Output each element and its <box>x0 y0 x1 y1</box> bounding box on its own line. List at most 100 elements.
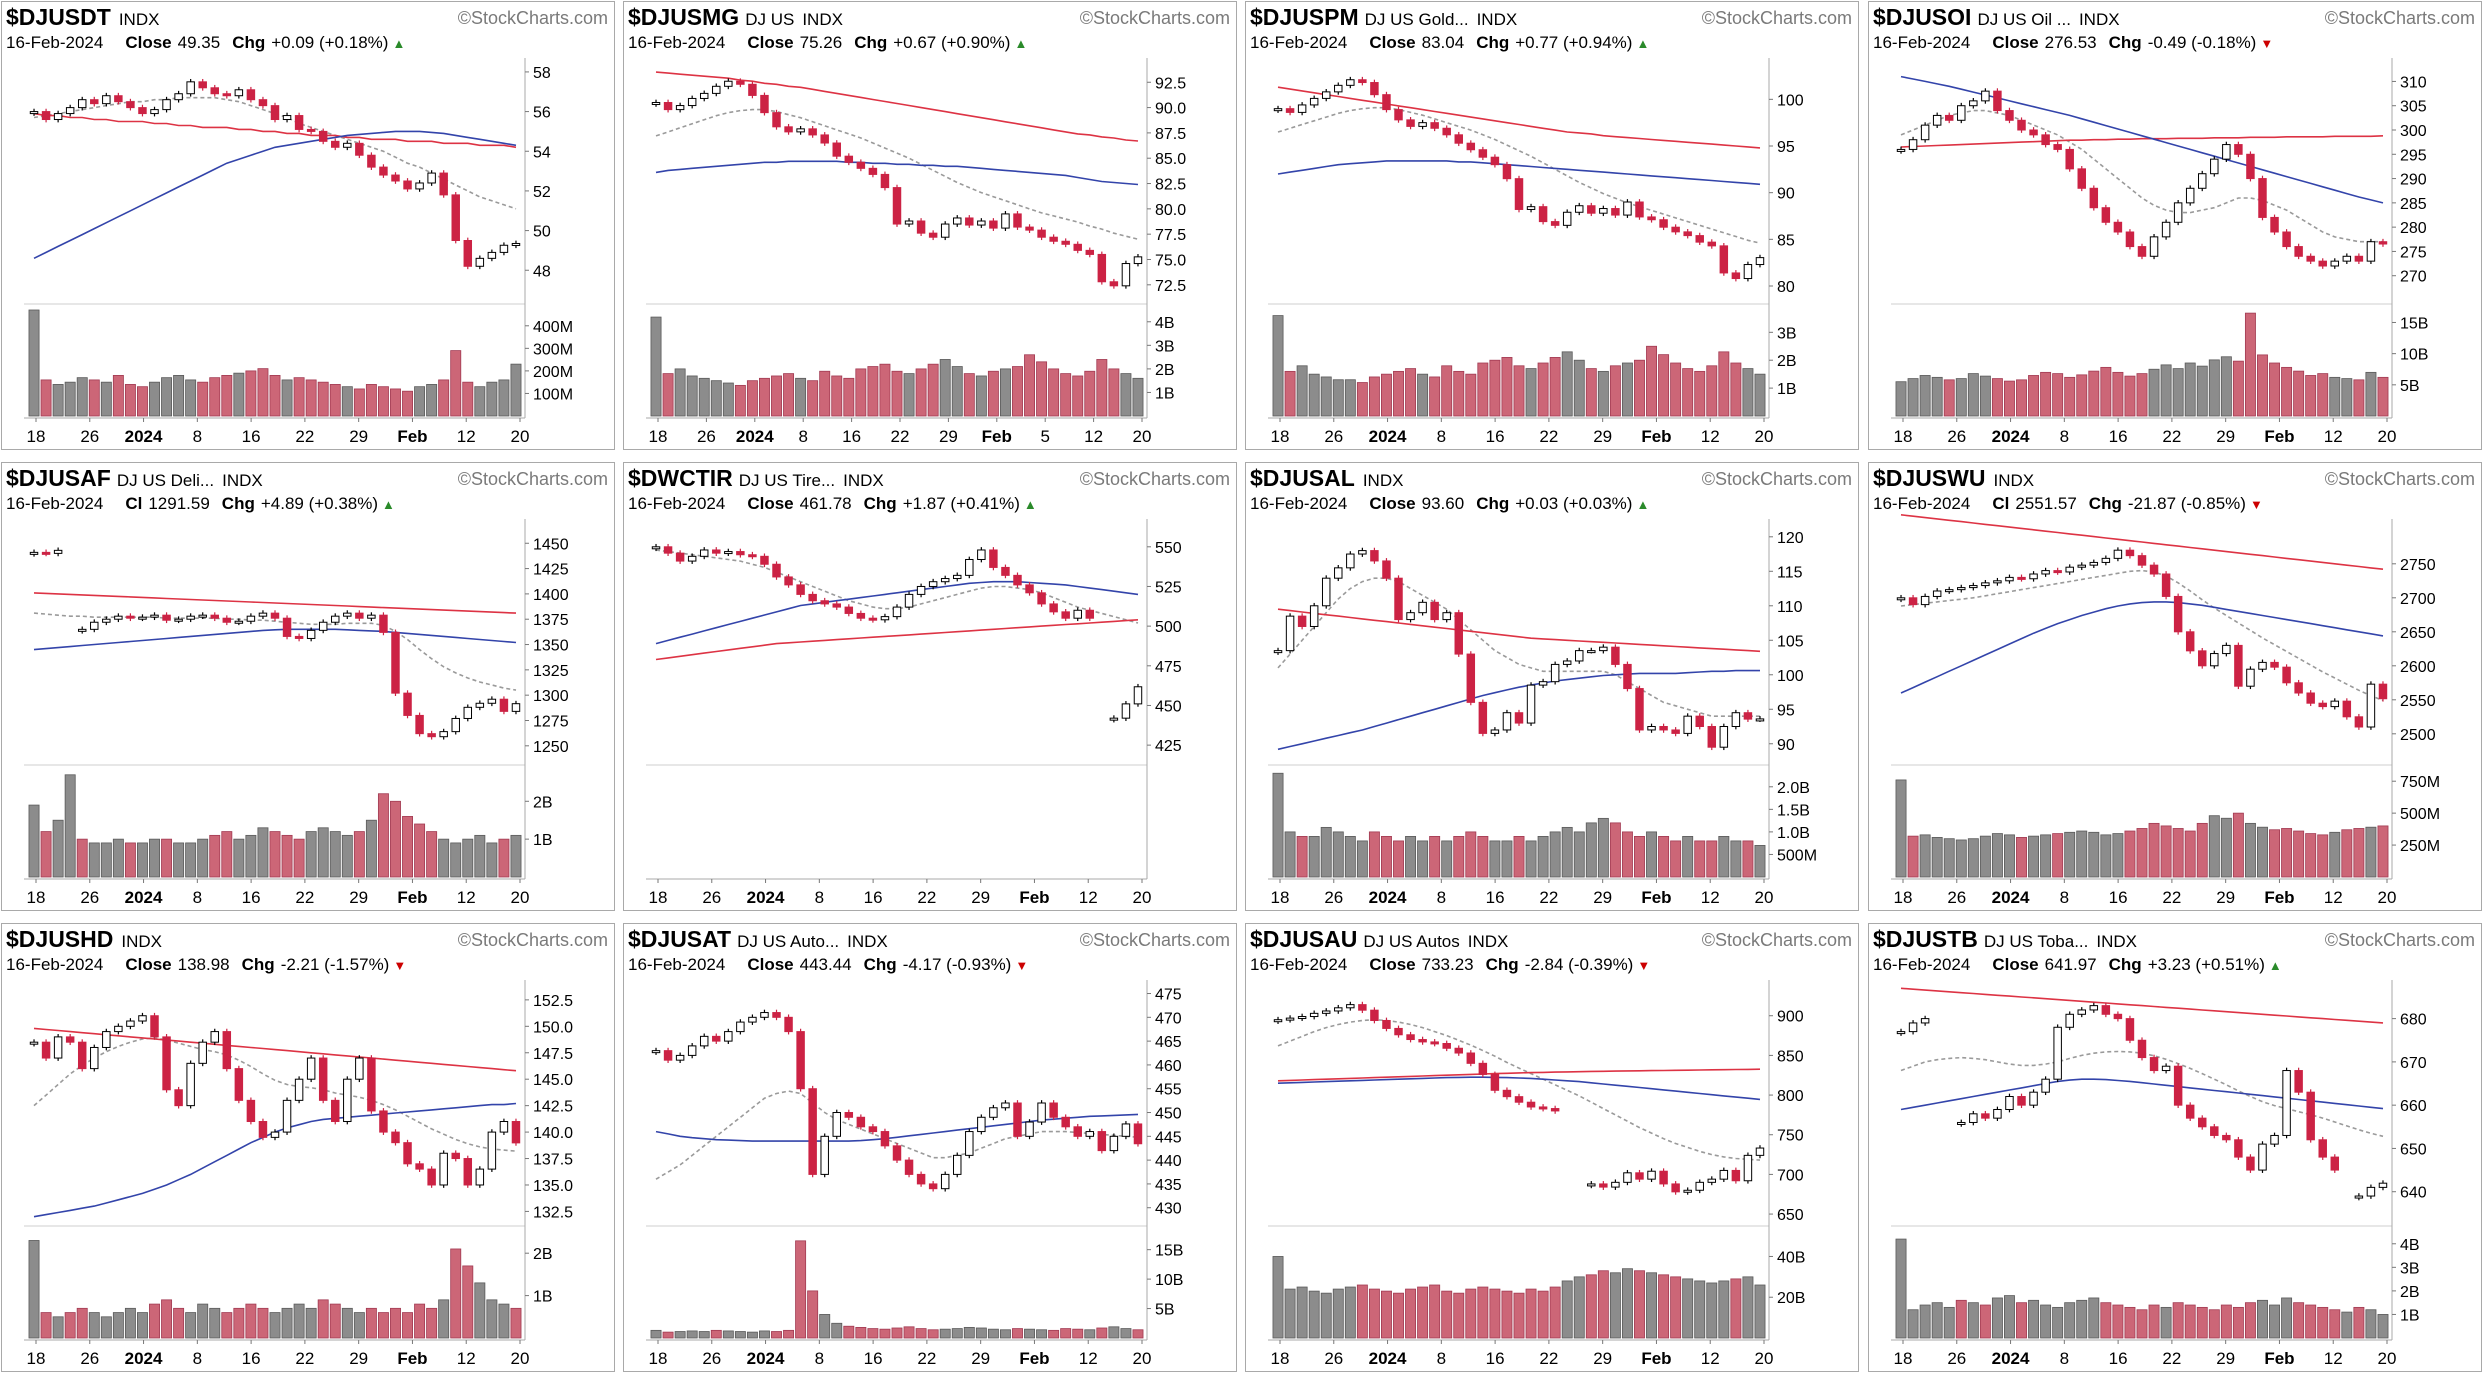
candle <box>415 1160 424 1172</box>
chart-panel[interactable]: $DJUSMG DJ US INDX ©StockCharts.com 16-Feb-2… <box>623 1 1237 450</box>
volume-bar <box>2148 822 2160 878</box>
volume-bar <box>1356 1284 1368 1339</box>
chart-panel[interactable]: $DJUSAT DJ US Auto... INDX ©StockCharts.com… <box>623 923 1237 1372</box>
candle <box>712 547 721 557</box>
chart-panel[interactable]: $DJUSWU INDX ©StockCharts.com 16-Feb-2024 Cl… <box>1868 462 2482 911</box>
candle <box>977 1114 986 1135</box>
volume-bar <box>1405 1288 1417 1339</box>
volume-bar <box>149 381 160 417</box>
stockcharts-brand: ©StockCharts.com <box>2325 469 2475 490</box>
chart-panel[interactable]: $DJUSAU DJ US Autos INDX ©StockCharts.com 16… <box>1245 923 1859 1372</box>
volume-tick-label: 500M <box>2400 806 2440 823</box>
volume-tick-label: 1B <box>533 832 553 849</box>
stockcharts-brand: ©StockCharts.com <box>1080 469 1230 490</box>
volume-bar <box>2365 371 2377 417</box>
candle <box>1309 602 1319 630</box>
quote-line: 16-Feb-2024 Close 93.60 Chg +0.03 (+0.03%) ▲ <box>1250 494 1649 514</box>
brand-label: StockCharts.com <box>470 8 608 28</box>
candle <box>1635 1169 1644 1183</box>
ma-mid-line <box>655 580 1139 645</box>
x-tick-label: 18 <box>1271 427 1290 446</box>
volume-bar <box>2232 1306 2244 1339</box>
volume-bar <box>2124 1306 2136 1339</box>
chart-panel[interactable]: $DJUSDT INDX ©StockCharts.com 16-Feb-2024 Cl… <box>1 1 615 450</box>
symbol-label: $DJUSWU <box>1873 465 1986 491</box>
volume-bar <box>2377 825 2389 878</box>
price-volume-plot: 152.5 150.0 147.5 145.0 142.5 140.0 137.5 135.0… <box>24 980 573 1368</box>
y-tick-label: 105 <box>1777 633 1804 650</box>
x-tick-label: 20 <box>2378 1349 2397 1368</box>
volume-bar <box>1955 1299 1967 1339</box>
candle <box>2149 1054 2159 1074</box>
candle <box>2137 243 2147 260</box>
y-tick-label: 1350 <box>533 638 569 655</box>
y-tick-label: 80 <box>1777 279 1795 296</box>
x-tick-label: 16 <box>242 888 261 907</box>
volume-bar <box>1730 362 1742 417</box>
volume-bar <box>759 377 770 417</box>
y-tick-label: 92.5 <box>1155 75 1186 92</box>
volume-bar <box>1344 836 1356 878</box>
y-tick-label: 2550 <box>2400 693 2436 710</box>
volume-bar <box>987 370 999 417</box>
chart-panel[interactable]: $DJUSAF DJ US Deli... INDX ©StockCharts.com… <box>1 462 615 911</box>
chart-panel[interactable]: $DJUSAL INDX ©StockCharts.com 16-Feb-2024 Cl… <box>1245 462 1859 911</box>
volume-bar <box>867 366 879 417</box>
candle <box>2354 253 2364 264</box>
candle <box>796 582 805 598</box>
x-tick-label: 29 <box>349 888 368 907</box>
y-tick-label: 2500 <box>2400 727 2436 744</box>
candle <box>1932 112 1942 128</box>
volume-bar <box>722 1330 734 1339</box>
y-tick-label: 1425 <box>533 562 569 579</box>
volume-bar <box>2353 379 2365 417</box>
volume-bar <box>2341 378 2353 417</box>
volume-bar <box>1609 1272 1621 1339</box>
candle <box>2354 1193 2364 1201</box>
candle <box>2161 571 2171 600</box>
candle <box>1334 1004 1343 1014</box>
chart-panel[interactable]: $DJUSHD INDX ©StockCharts.com 16-Feb-2024 Cl… <box>1 923 615 1372</box>
candle <box>1037 227 1046 241</box>
volume-bar <box>1332 831 1344 878</box>
volume-bar <box>173 375 185 417</box>
candle <box>1526 1099 1536 1110</box>
chart-panel[interactable]: $DWCTIR DJ US Tire... INDX ©StockCharts.com… <box>623 462 1237 911</box>
y-tick-label: 82.5 <box>1155 177 1186 194</box>
candle <box>699 547 709 560</box>
x-tick-label: 22 <box>2162 1349 2181 1368</box>
candle <box>892 1142 902 1163</box>
chart-panel[interactable]: $DJUSOI DJ US Oil ... INDX ©StockCharts.com… <box>1868 1 2482 450</box>
close-label: Close <box>1369 955 1416 974</box>
volume-bar <box>2172 1302 2184 1339</box>
volume-bar <box>1272 315 1284 417</box>
volume-tick-label: 5B <box>1155 1302 1175 1319</box>
volume-bar <box>1096 359 1108 417</box>
volume-bar <box>100 842 112 878</box>
candle <box>150 612 159 621</box>
volume-bar <box>1429 376 1441 417</box>
candle <box>1719 723 1729 751</box>
candle <box>427 170 436 186</box>
candle <box>1611 1179 1620 1190</box>
ma-long-line <box>1900 514 2384 570</box>
change-label: Chg <box>863 494 897 513</box>
volume-tick-label: 40B <box>1777 1249 1805 1266</box>
chart-panel[interactable]: $DJUSTB DJ US Toba... INDX ©StockCharts.com… <box>1868 923 2482 1372</box>
volume-bar <box>807 1290 819 1339</box>
candle <box>1025 582 1034 596</box>
volume-bar <box>2064 831 2076 878</box>
volume-bar <box>2004 380 2015 417</box>
volume-bar <box>734 384 746 417</box>
volume-bar <box>1381 836 1392 878</box>
chart-panel[interactable]: $DJUSPM DJ US Gold... INDX ©StockCharts.com… <box>1245 1 1859 450</box>
candle <box>270 610 280 622</box>
candle <box>1085 607 1095 622</box>
exchange-label: INDX <box>1993 471 2035 490</box>
x-tick-label: 18 <box>1894 888 1913 907</box>
volume-bar <box>2136 373 2148 417</box>
candle <box>760 553 769 568</box>
volume-bar <box>1332 1288 1344 1339</box>
volume-bar <box>462 1265 474 1339</box>
